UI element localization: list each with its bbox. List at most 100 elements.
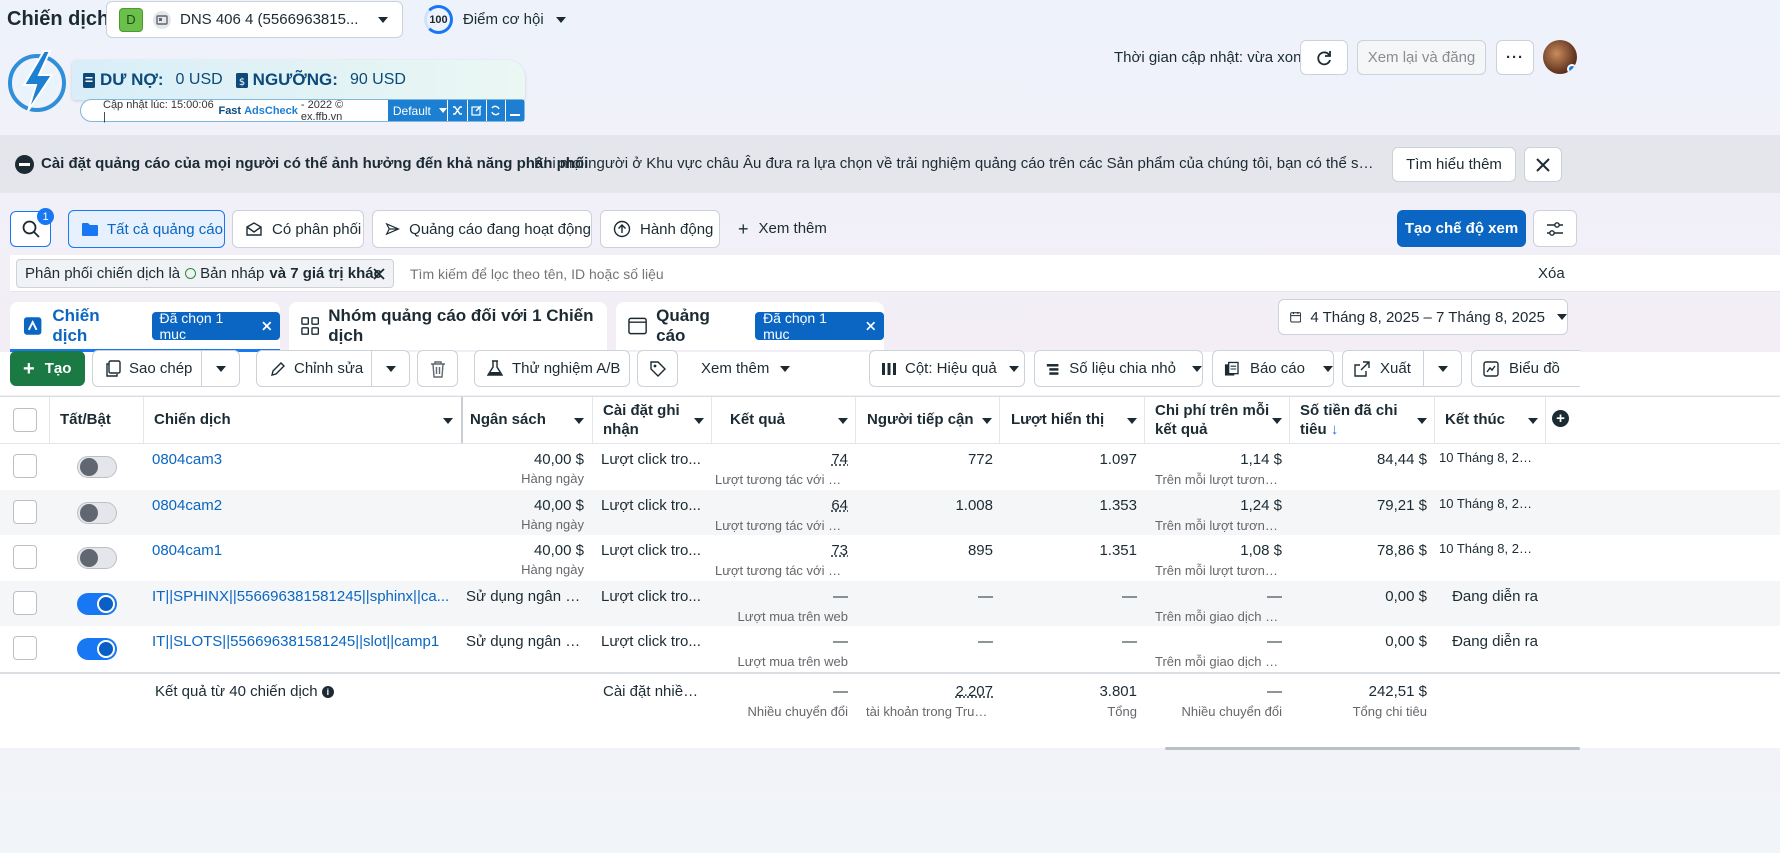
row-checkbox[interactable] [13,590,37,615]
end-date: 10 Tháng 8, 2025 [1439,541,1538,556]
delivering-filter[interactable]: Có phân phối [232,210,364,248]
create-button[interactable]: + Tạo [10,351,85,386]
info-icon[interactable]: i [321,686,334,698]
edit-button[interactable]: Chỉnh sửa [256,350,372,387]
campaign-name-link[interactable]: 0804cam1 [152,542,223,559]
more-options-button[interactable]: ··· [1496,40,1534,75]
delivery-toggle[interactable] [77,592,117,615]
cpr-type: Trên mỗi lượt tương t... [1155,472,1282,487]
export-button[interactable]: Xuất [1342,350,1424,387]
col-cpr-header[interactable]: Chi phí trên mỗi kết quả [1155,402,1270,438]
campaigns-table: Tất/Bật Chiến dịch Ngân sách Cài đặt ghi… [0,396,1780,748]
avatar[interactable] [1543,40,1577,74]
review-publish-button[interactable]: Xem lại và đăng [1357,40,1486,75]
account-selector[interactable]: D DNS 406 4 (5566963815... [106,1,403,38]
all-ads-filter[interactable]: Tất cả quảng cáo [68,210,225,248]
delete-button[interactable] [417,350,458,387]
edit-dropdown[interactable] [371,350,410,387]
active-ads-filter[interactable]: Quảng cáo đang hoạt động [372,210,592,248]
sync-button[interactable] [486,100,505,121]
col-campaign-header[interactable]: Chiến dịch [154,411,231,428]
view-settings-button[interactable] [1533,210,1577,247]
row-checkbox[interactable] [13,499,37,524]
preset-select[interactable]: Default [387,100,448,121]
horizontal-scrollbar[interactable] [1165,747,1580,750]
export-dropdown[interactable] [1423,350,1462,387]
col-reach-header[interactable]: Người tiếp cận [867,411,974,428]
shuffle-button[interactable] [448,100,467,121]
duplicate-dropdown[interactable] [201,350,240,387]
col-results-header[interactable]: Kết quả [730,411,786,428]
sort-caret-icon[interactable] [694,418,704,424]
row-checkbox[interactable] [13,636,37,660]
see-more-filters[interactable]: + Xem thêm [738,220,827,238]
filter-chip[interactable]: Phân phối chiến dịch là Bản nháp và 7 gi… [16,259,394,288]
arrow-up-circle-icon [613,220,631,238]
search-button[interactable]: 1 [10,208,54,247]
add-column-icon[interactable]: + [1552,410,1569,427]
delivery-toggle[interactable] [77,501,117,524]
reports-button[interactable]: Báo cáo [1212,350,1334,387]
delivery-toggle[interactable] [77,638,117,660]
delivery-toggle[interactable] [77,456,117,478]
refresh-button[interactable] [1300,40,1348,75]
results-type: Lượt tương tác với bài... [715,472,848,487]
col-ends-header[interactable]: Kết thúc [1445,411,1505,428]
tab-adsets[interactable]: Nhóm quảng cáo đối với 1 Chiến dịch [289,302,607,350]
row-checkbox[interactable] [13,454,37,478]
chip-more: và 7 giá trị khác [269,265,382,282]
breakdown-button[interactable]: Số liệu chia nhỏ [1034,350,1203,387]
table-row[interactable]: IT||SPHINX||556696381581245||sphinx||ca.… [0,580,1780,626]
table-row[interactable]: 0804cam3 40,00 $ Hàng ngày Lượt click tro..… [0,444,1780,490]
opportunity-score[interactable]: 100 Điểm cơ hội [424,5,566,34]
campaign-name-link[interactable]: IT||SPHINX||556696381581245||sphinx||ca.… [152,587,450,605]
campaign-name-link[interactable]: IT||SLOTS||556696381581245||slot||camp1 [152,633,440,650]
col-attribution-header[interactable]: Cài đặt ghi nhận [603,402,680,438]
create-view-button[interactable]: Tạo chế độ xem [1397,210,1526,247]
sort-caret-icon[interactable] [1127,418,1137,424]
chevron-down-icon [1557,314,1567,320]
preset-value: Default [392,103,431,118]
row-checkbox[interactable] [13,545,37,569]
ab-test-button[interactable]: Thử nghiệm A/B [474,350,630,387]
col-spent-header[interactable]: Số tiền đã chi tiêu ↓ [1300,401,1420,439]
clear-filters-button[interactable]: Xóa [1538,265,1565,282]
summary-spent: 242,51 $ [1368,683,1427,700]
sort-caret-icon[interactable] [1417,418,1427,424]
threshold-value: 90 USD [349,71,406,88]
select-all-checkbox[interactable] [13,408,37,432]
delivery-toggle[interactable] [77,547,117,569]
actions-filter[interactable]: Hành động [600,210,720,248]
charts-button[interactable]: Biểu đồ [1471,350,1580,387]
tab-campaigns[interactable]: Chiến dịch Đã chọn 1 mục [10,302,280,352]
close-notice-button[interactable] [1524,147,1562,182]
tag-button[interactable] [637,350,678,387]
send-icon [385,222,400,236]
learn-more-button[interactable]: Tìm hiểu thêm [1392,147,1516,182]
campaign-name-link[interactable]: 0804cam2 [152,496,223,514]
sort-caret-icon[interactable] [1528,418,1538,424]
minimize-button[interactable] [505,100,524,121]
more-actions-button[interactable]: Xem thêm [701,360,791,377]
sliders-icon [1547,221,1563,236]
table-row[interactable]: 0804cam2 40,00 $ Hàng ngày Lượt click tro..… [0,489,1780,535]
campaign-name-link[interactable]: 0804cam3 [152,451,223,468]
sort-caret-icon[interactable] [574,418,584,424]
sort-caret-icon[interactable] [443,418,453,424]
ads-selected-badge[interactable]: Đã chọn 1 mục [755,310,884,342]
duplicate-button[interactable]: Sao chép [92,350,202,387]
sort-caret-icon[interactable] [1272,418,1282,424]
sort-caret-icon[interactable] [838,418,848,424]
filter-search-input[interactable] [410,262,1310,286]
tab-ads[interactable]: Quảng cáo Đã chọn 1 mục [616,302,884,350]
campaign-selected-badge[interactable]: Đã chọn 1 mục [151,310,280,342]
col-impressions-header[interactable]: Lượt hiển thị [1011,411,1105,428]
columns-button[interactable]: Cột: Hiệu quả [869,350,1025,387]
table-row[interactable]: IT||SLOTS||556696381581245||slot||camp1 S… [0,626,1780,672]
col-budget-header[interactable]: Ngân sách [470,411,546,428]
edit-button[interactable] [467,100,486,121]
table-row[interactable]: 0804cam1 40,00 $ Hàng ngày Lượt click tro..… [0,535,1780,581]
sort-caret-icon[interactable] [982,418,992,424]
page-title: Chiến dịch [7,8,110,30]
date-range-picker[interactable]: 4 Tháng 8, 2025 – 7 Tháng 8, 2025 [1278,299,1568,335]
